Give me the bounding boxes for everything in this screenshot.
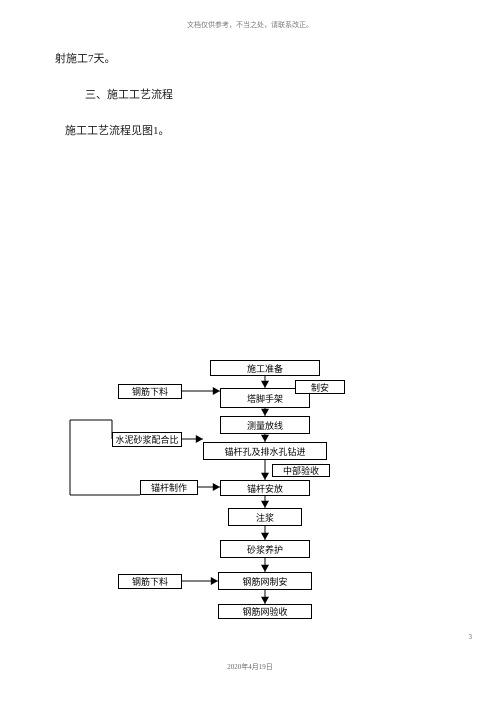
flow-node-n6: 注浆	[228, 508, 302, 526]
flow-node-n2b: 制安	[295, 380, 345, 394]
flow-node-n7: 砂浆养护	[220, 540, 310, 558]
flow-node-n5: 锚杆安放	[220, 480, 310, 496]
flowchart: 施工准备塔脚手架制安测量放线锚杆孔及排水孔钻进中部验收锚杆安放注浆砂浆养护钢筋网…	[0, 360, 500, 680]
flow-node-n4b: 中部验收	[272, 464, 330, 477]
para-1: 射施工7天。	[55, 50, 116, 66]
flow-node-n4: 锚杆孔及排水孔钻进	[203, 442, 327, 460]
para-2: 施工工艺流程见图1。	[65, 122, 170, 138]
flow-node-s1: 钢筋下料	[118, 384, 182, 399]
flow-node-n9: 钢筋网验收	[218, 604, 312, 619]
footer-date: 2020年4月19日	[0, 662, 500, 672]
flow-node-s2: 水泥砂浆配合比	[112, 432, 182, 447]
header-note: 文档仅供参考，不当之处，请联系改正。	[0, 20, 500, 30]
flow-node-s3: 锚杆制作	[140, 480, 198, 495]
flow-node-s4: 钢筋下料	[118, 574, 182, 589]
section-title: 三、施工工艺流程	[85, 86, 173, 102]
flow-node-n8: 钢筋网制安	[218, 572, 312, 590]
flow-node-n3: 测量放线	[220, 416, 310, 434]
page-number: 3	[469, 633, 473, 641]
flow-node-n1: 施工准备	[210, 360, 320, 376]
